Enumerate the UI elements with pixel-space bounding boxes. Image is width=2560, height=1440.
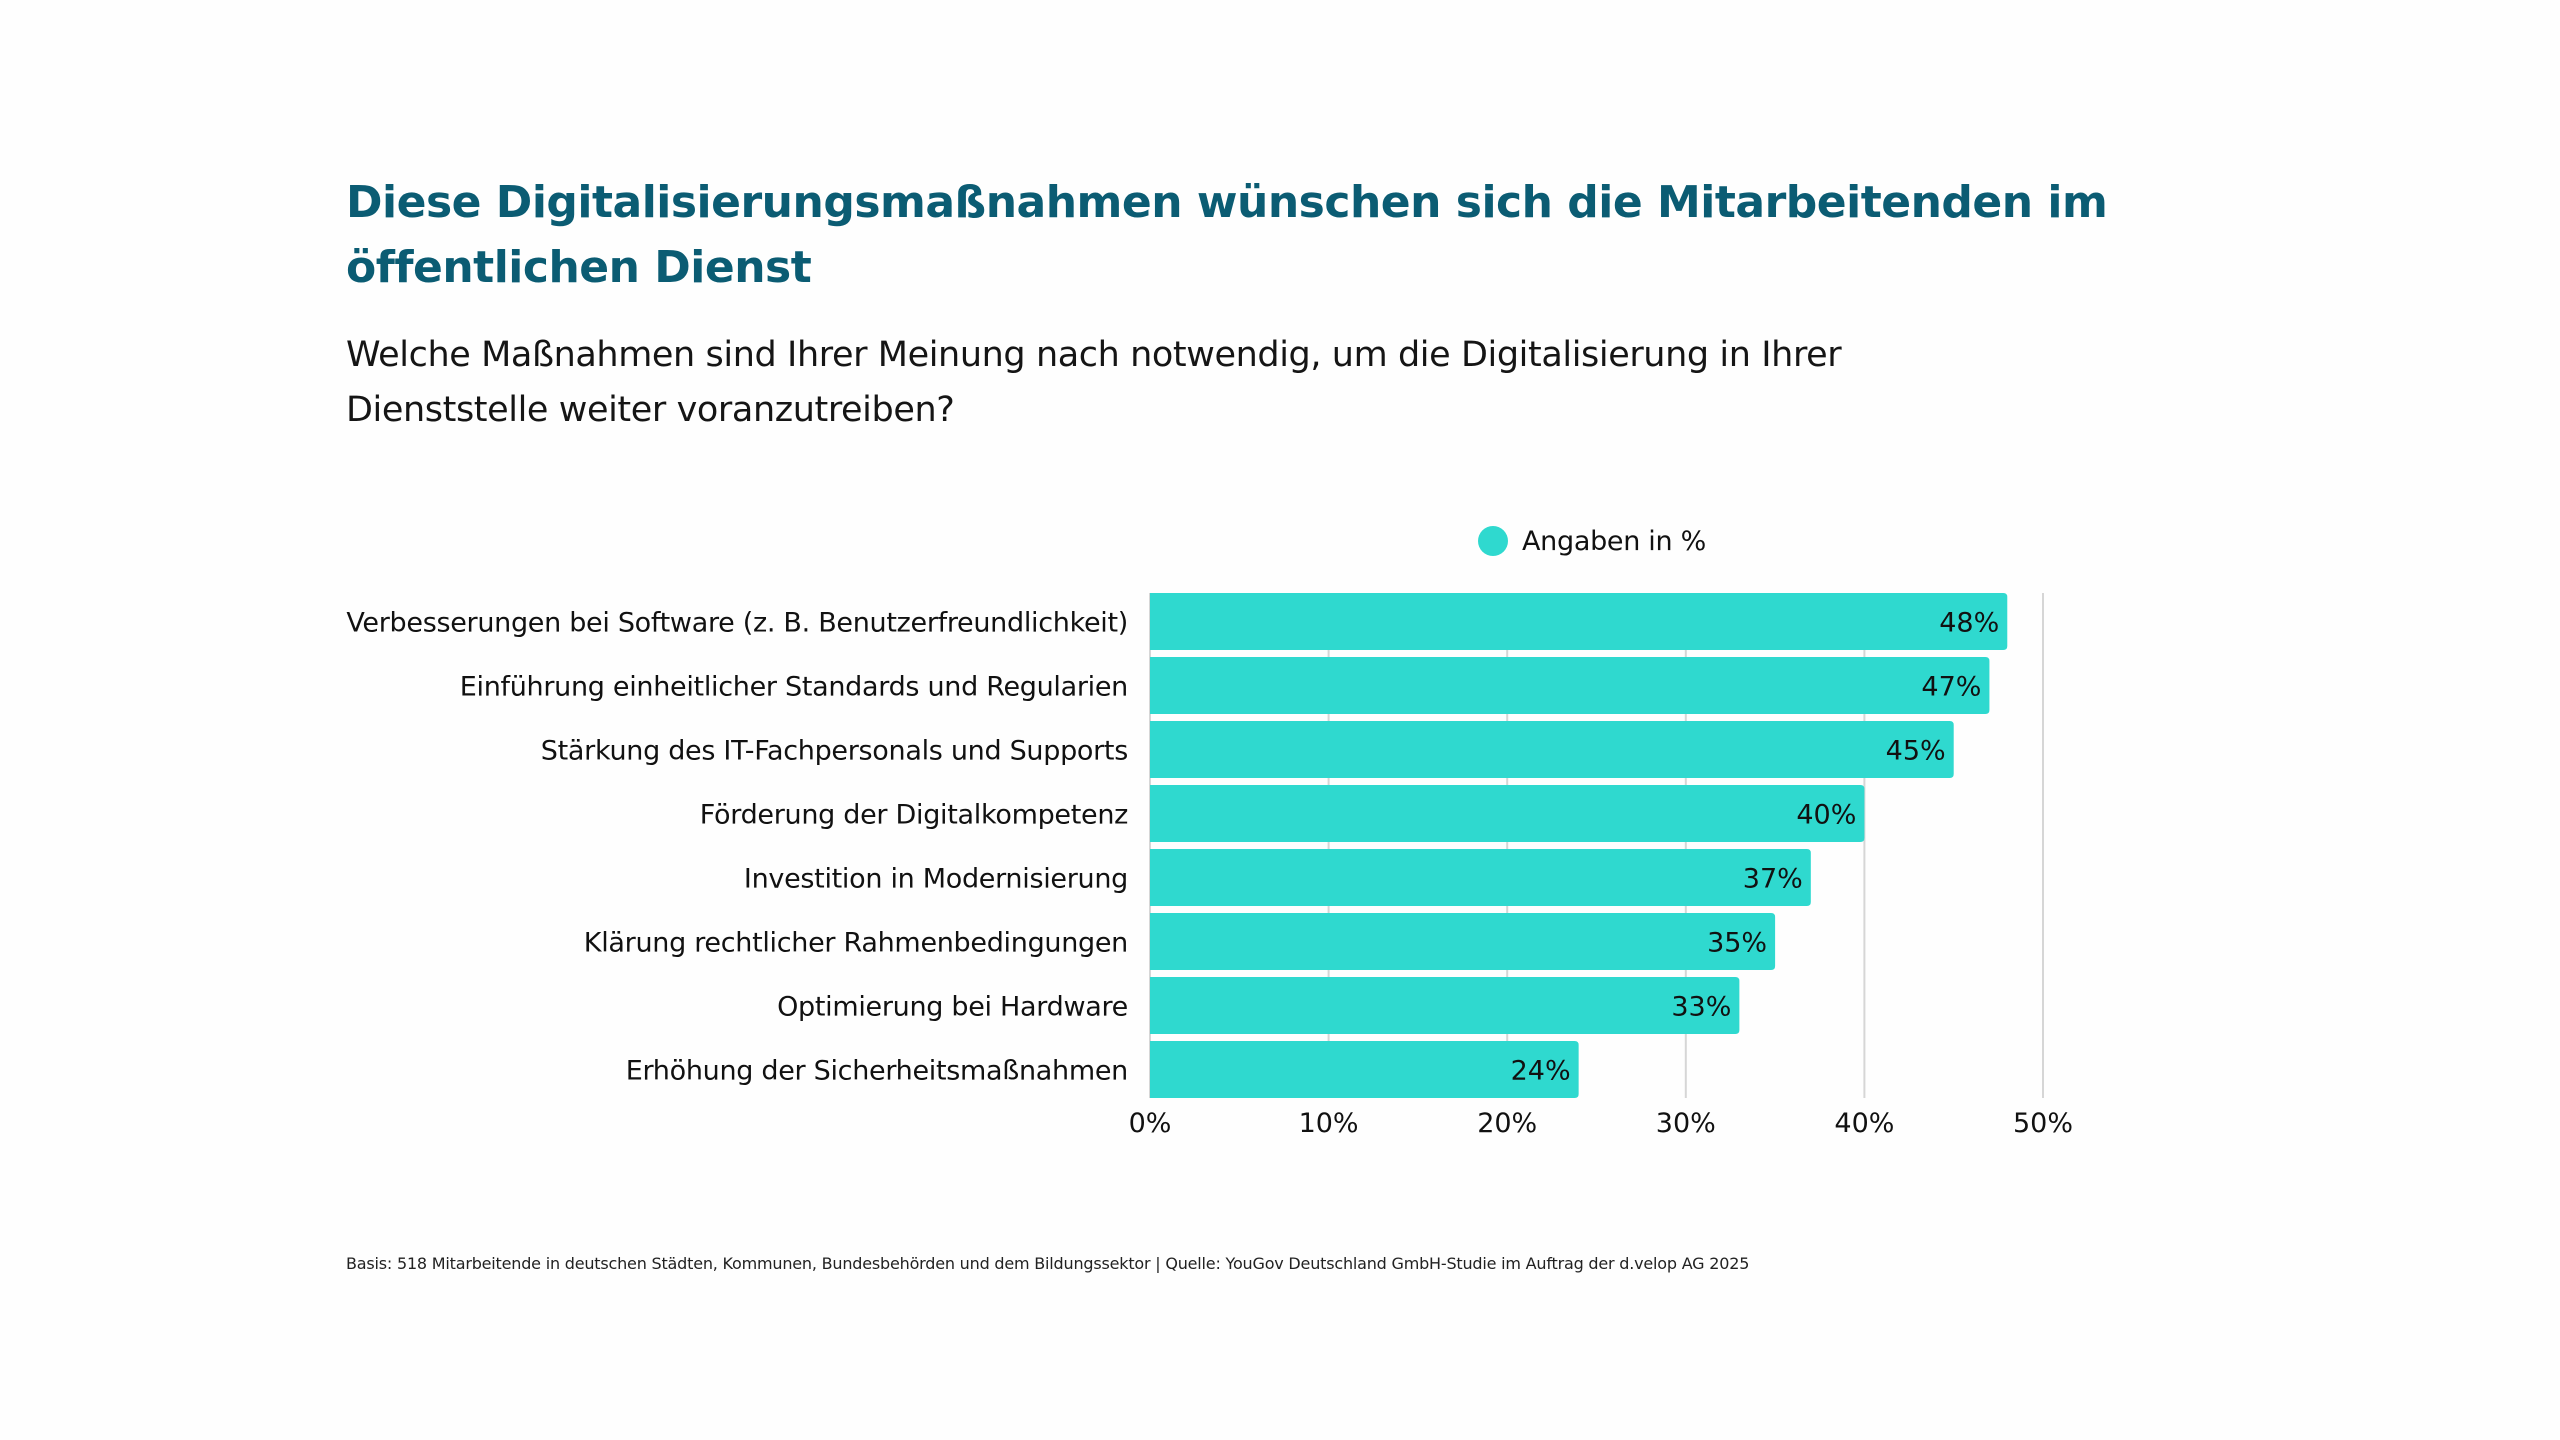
x-tick-label: 10%: [1299, 1108, 1359, 1139]
category-label: Optimierung bei Hardware: [777, 992, 1128, 1023]
value-label: 37%: [1743, 864, 1803, 895]
value-label: 48%: [1939, 608, 1999, 639]
chart-title: Diese Digitalisierungsmaßnahmen wünschen…: [346, 170, 2246, 300]
chart-title-line-1: Diese Digitalisierungsmaßnahmen wünschen…: [346, 177, 2108, 228]
chart-title-line-2: öffentlichen Dienst: [346, 242, 812, 293]
category-labels: Verbesserungen bei Software (z. B. Benut…: [346, 608, 1128, 1087]
chart-subtitle: Welche Maßnahmen sind Ihrer Meinung nach…: [346, 328, 2246, 438]
category-label: Klärung rechtlicher Rahmenbedingungen: [584, 928, 1128, 959]
bar: [1150, 785, 1865, 842]
bar: [1150, 913, 1776, 970]
chart-subtitle-line-1: Welche Maßnahmen sind Ihrer Meinung nach…: [346, 335, 1842, 375]
x-tick-label: 30%: [1656, 1108, 1716, 1139]
value-labels: 48% 47% 45% 40% 37% 35% 33% 24%: [1511, 608, 2000, 1087]
bar: [1150, 977, 1740, 1034]
category-label: Förderung der Digitalkompetenz: [700, 800, 1128, 831]
category-label: Einführung einheitlicher Standards und R…: [460, 672, 1128, 703]
source-footnote: Basis: 518 Mitarbeitende in deutschen St…: [346, 1254, 1750, 1273]
x-axis-tick-labels: 0% 10% 20% 30% 40% 50%: [1129, 1108, 2073, 1139]
value-label: 45%: [1886, 736, 1946, 767]
x-tick-label: 40%: [1834, 1108, 1894, 1139]
x-tick-label: 20%: [1477, 1108, 1537, 1139]
value-label: 24%: [1511, 1056, 1571, 1087]
chart-legend: Angaben in %: [1478, 522, 1706, 560]
bar: [1150, 657, 1990, 714]
bars: [1150, 593, 2008, 1098]
x-tick-label: 0%: [1129, 1108, 1172, 1139]
category-label: Verbesserungen bei Software (z. B. Benut…: [346, 608, 1128, 639]
category-label: Erhöhung der Sicherheitsmaßnahmen: [626, 1056, 1128, 1087]
bar: [1150, 593, 2008, 650]
bar: [1150, 1041, 1579, 1098]
legend-label: Angaben in %: [1522, 525, 1706, 557]
x-tick-label: 50%: [2013, 1108, 2073, 1139]
category-label: Stärkung des IT-Fachpersonals und Suppor…: [541, 736, 1128, 767]
chart-subtitle-line-2: Dienststelle weiter voranzutreiben?: [346, 390, 955, 430]
bar: [1150, 849, 1811, 906]
category-label: Investition in Modernisierung: [744, 864, 1128, 895]
value-label: 47%: [1921, 672, 1981, 703]
value-label: 40%: [1796, 800, 1856, 831]
bar: [1150, 721, 1954, 778]
legend-swatch-icon: [1478, 526, 1508, 556]
value-label: 33%: [1671, 992, 1731, 1023]
value-label: 35%: [1707, 928, 1767, 959]
